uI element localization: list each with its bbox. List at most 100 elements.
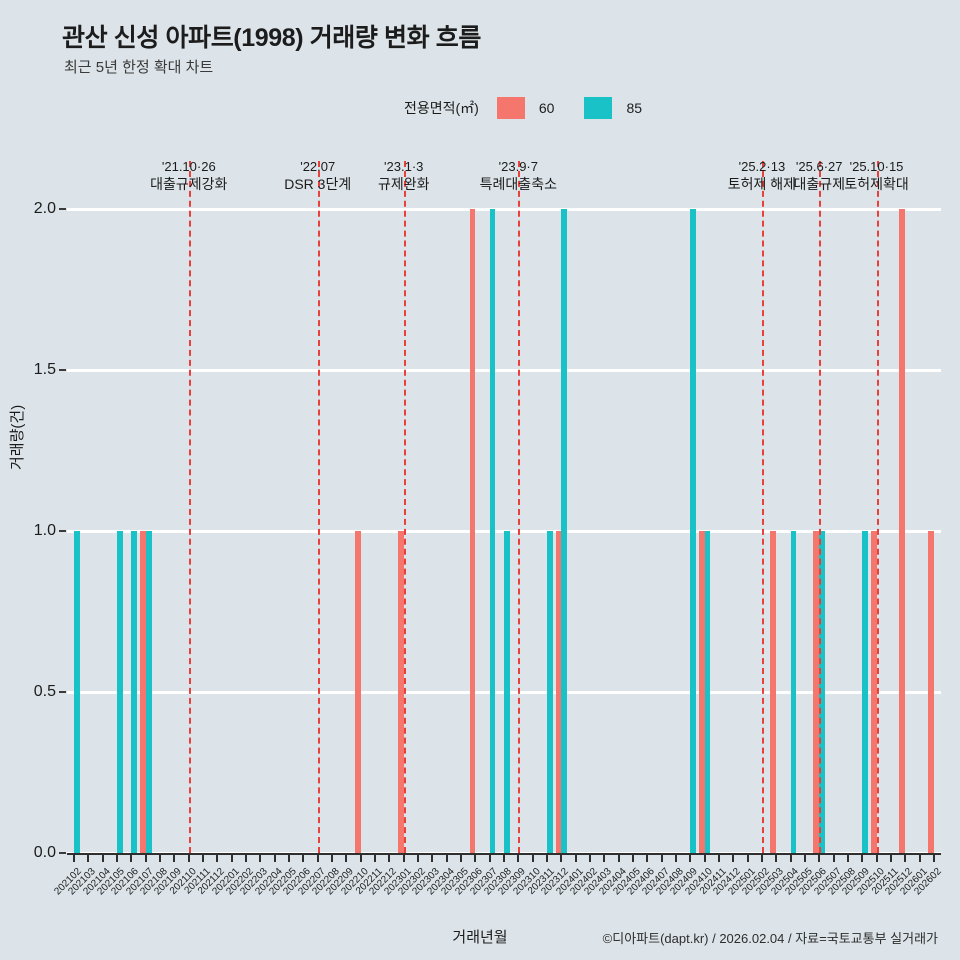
bar-85-202410[interactable] [704, 531, 711, 853]
bar-60-202306[interactable] [469, 209, 476, 853]
x-axis-line [67, 853, 941, 855]
y-axis-label: 거래량(건) [9, 404, 26, 470]
bar-60-202506[interactable] [813, 531, 820, 853]
event-name: 대출규제 [793, 176, 845, 192]
x-tick-mark [73, 855, 76, 862]
x-tick-mark [288, 855, 291, 862]
y-tick-label: 0.0 [33, 844, 56, 861]
event-line-202506 [819, 161, 822, 853]
x-tick-mark [417, 855, 420, 862]
event-line-202110 [188, 161, 191, 853]
bar-85-202509[interactable] [862, 531, 868, 853]
bar-60-202301[interactable] [397, 531, 404, 853]
x-tick-mark [87, 855, 90, 862]
bar-85-202409[interactable] [690, 209, 696, 853]
event-date: '25.6·27 [795, 159, 843, 174]
event-label-202207: '22.07 DSR 3단계 [284, 158, 351, 194]
x-tick-mark [101, 855, 104, 862]
event-line-202502 [761, 161, 764, 853]
legend-swatch-60[interactable] [496, 97, 525, 119]
x-tick-mark [918, 855, 921, 862]
x-tick-mark [431, 855, 434, 862]
bar-60-202210[interactable] [354, 531, 361, 853]
bar-85-202312[interactable] [561, 209, 568, 853]
bar-85-202107[interactable] [145, 531, 152, 853]
event-date: '25.10·15 [849, 159, 904, 174]
x-tick-mark [245, 855, 248, 862]
gridline [67, 368, 941, 372]
x-tick-mark [216, 855, 219, 862]
bar-60-202510[interactable] [870, 531, 877, 853]
y-tick-mark [59, 208, 66, 210]
bar-85-202105[interactable] [117, 531, 123, 853]
x-tick-mark [631, 855, 634, 862]
x-tick-mark [818, 855, 821, 862]
gridline [67, 207, 941, 211]
x-tick-mark [474, 855, 477, 862]
event-name: DSR 3단계 [284, 176, 352, 192]
x-tick-mark [273, 855, 276, 862]
event-label-202301: '23.1·3 규제완화 [378, 158, 430, 194]
event-name: 토허제확대 [844, 176, 909, 192]
x-tick-mark [617, 855, 620, 862]
bar-85-202311[interactable] [546, 531, 553, 853]
x-tick-mark [889, 855, 892, 862]
bar-60-202312[interactable] [555, 531, 562, 853]
x-tick-mark [144, 855, 147, 862]
x-tick-mark [703, 855, 706, 862]
legend-swatch-85[interactable] [584, 97, 613, 119]
bar-85-202308[interactable] [504, 531, 510, 853]
x-tick-mark [674, 855, 677, 862]
x-tick-mark [259, 855, 262, 862]
x-tick-mark [689, 855, 692, 862]
x-tick-mark [775, 855, 778, 862]
x-tick-mark [574, 855, 577, 862]
event-date: '21.10·26 [161, 159, 216, 174]
bar-60-202410[interactable] [698, 531, 705, 853]
event-label-202510: '25.10·15 토허제확대 [844, 158, 908, 194]
event-label-202506: '25.6·27 대출규제 [793, 158, 845, 194]
y-tick-label: 0.5 [33, 683, 56, 700]
x-tick-mark [187, 855, 190, 862]
event-line-202301 [403, 161, 406, 853]
bar-85-202504[interactable] [790, 531, 797, 853]
x-tick-mark [603, 855, 606, 862]
x-tick-mark [932, 855, 935, 862]
x-tick-mark [445, 855, 448, 862]
x-tick-mark [904, 855, 907, 862]
x-tick-mark [345, 855, 348, 862]
x-tick-mark [531, 855, 534, 862]
x-tick-mark [832, 855, 835, 862]
x-tick-mark [388, 855, 391, 862]
x-tick-mark [402, 855, 405, 862]
footer-credit: ©디아파트(dapt.kr) / 2026.02.04 / 자료=국토교통부 실… [602, 931, 938, 946]
x-tick-mark [732, 855, 735, 862]
bar-60-202512[interactable] [899, 209, 906, 853]
bar-85-202102[interactable] [74, 531, 80, 853]
x-tick-mark [488, 855, 491, 862]
event-date: '23.9·7 [498, 159, 538, 174]
x-tick-mark [173, 855, 176, 862]
bar-85-202307[interactable] [489, 209, 496, 853]
y-tick-label: 2.0 [33, 200, 56, 217]
bar-60-202107[interactable] [140, 531, 146, 853]
x-axis-label: 거래년월 [452, 929, 508, 946]
x-tick-mark [717, 855, 720, 862]
x-tick-mark [460, 855, 463, 862]
x-tick-mark [503, 855, 505, 862]
x-tick-mark [517, 855, 520, 862]
event-line-202309 [518, 161, 521, 853]
x-tick-mark [789, 855, 792, 862]
event-line-202207 [317, 161, 320, 853]
bar-60-202503[interactable] [770, 531, 777, 853]
y-tick-mark [59, 852, 66, 854]
bar-85-202506[interactable] [819, 531, 825, 853]
x-tick-mark [545, 855, 548, 862]
page-subtitle: 최근 5년 한정 확대 차트 [64, 59, 214, 76]
x-tick-mark [861, 855, 864, 862]
page-title: 관산 신성 아파트(1998) 거래량 변화 흐름 [62, 24, 481, 52]
bar-60-202602[interactable] [928, 531, 934, 853]
bar-85-202106[interactable] [131, 531, 138, 853]
x-tick-mark [331, 855, 334, 862]
y-tick-label: 1.0 [33, 522, 56, 539]
